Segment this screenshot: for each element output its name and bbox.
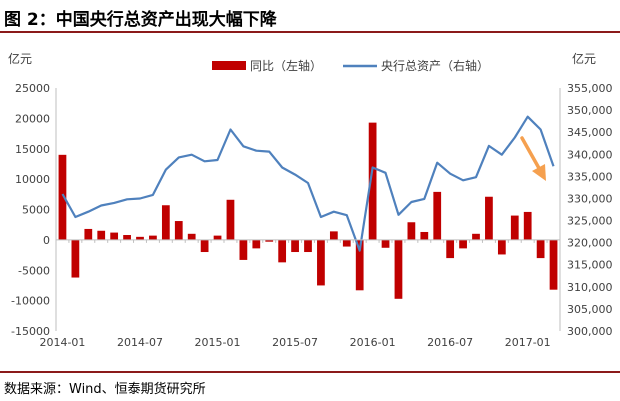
bar: [446, 239, 455, 259]
x-tick-label: 2014-01: [39, 336, 85, 349]
bar: [213, 235, 222, 240]
bar: [329, 231, 338, 240]
legend-bar-label: 同比（左轴）: [250, 58, 322, 73]
bar: [355, 239, 364, 291]
legend: 同比（左轴） 央行总资产（右轴）: [212, 58, 489, 73]
figure-header: 图 2：中国央行总资产出现大幅下降: [0, 0, 620, 33]
bar: [523, 211, 532, 240]
bar: [549, 239, 558, 290]
bar: [84, 228, 93, 240]
bar: [265, 239, 274, 242]
left-tick-label: -10000: [11, 295, 50, 308]
x-tick-label: 2015-07: [272, 336, 318, 349]
left-tick-label: 10000: [15, 173, 50, 186]
right-tick-label: 335,000: [567, 170, 613, 183]
bar: [342, 239, 351, 247]
legend-bar-swatch: [212, 61, 246, 70]
right-tick-label: 350,000: [567, 104, 613, 117]
bar: [510, 215, 519, 240]
bar: [317, 239, 325, 286]
arrow-shaft: [520, 136, 542, 172]
left-tick-label: 20000: [15, 112, 50, 125]
bar: [407, 222, 416, 240]
bar: [497, 239, 506, 255]
bar: [200, 239, 209, 253]
left-axis: -15000 -10000 -5000 0 5000 10000 15000 20000 250…: [11, 82, 57, 338]
right-tick-label: 300,000: [567, 325, 613, 338]
bar-line-chart: -15000 -10000 -5000 0 5000 10000 15000 20000 250…: [8, 51, 613, 349]
bar: [536, 239, 545, 259]
right-tick-label: 325,000: [567, 215, 613, 228]
figure-footer: 数据来源：Wind、恒泰期货研究所: [0, 368, 620, 401]
left-tick-label: 15000: [15, 143, 50, 156]
bar: [368, 122, 377, 240]
figure-title: 图 2：中国央行总资产出现大幅下降: [4, 10, 277, 30]
line-series: [61, 115, 555, 252]
left-tick-label: 5000: [22, 204, 50, 217]
right-tick-label: 330,000: [567, 192, 613, 205]
x-tick-label: 2016-07: [427, 336, 473, 349]
bar: [252, 239, 261, 249]
right-axis-unit: 亿元: [572, 51, 596, 66]
x-axis: 2014-01 2014-07 2015-01 2015-07 2016-01 2016-…: [39, 239, 561, 349]
bar: [71, 239, 80, 278]
right-tick-label: 355,000: [567, 82, 613, 95]
bar: [58, 154, 67, 240]
x-tick-label: 2014-07: [117, 336, 163, 349]
bar: [420, 231, 429, 240]
bar: [110, 232, 119, 240]
bar: [278, 239, 287, 263]
bar: [239, 239, 248, 260]
bar: [485, 196, 493, 240]
left-axis-unit: 亿元: [8, 51, 32, 66]
left-tick-label: 0: [43, 234, 50, 247]
left-tick-label: 25000: [15, 82, 50, 95]
bar: [381, 239, 390, 248]
right-axis: 300,000 305,000 310,000 315,000 320,000 325,0…: [559, 82, 613, 338]
bar: [304, 239, 312, 253]
bar: [174, 221, 183, 240]
bar: [433, 191, 442, 240]
x-tick-label: 2017-01: [505, 336, 551, 349]
bar: [187, 233, 196, 240]
bar: [394, 239, 403, 299]
total-assets-line: [61, 115, 555, 252]
bar-series: [58, 122, 558, 299]
right-tick-label: 320,000: [567, 237, 613, 250]
bar: [291, 239, 299, 253]
right-tick-label: 315,000: [567, 259, 613, 272]
arrow-head: [532, 164, 546, 181]
bar: [149, 235, 157, 240]
bar: [226, 199, 235, 240]
left-tick-label: -5000: [18, 264, 50, 277]
right-tick-label: 345,000: [567, 126, 613, 139]
right-tick-label: 305,000: [567, 303, 613, 316]
bar: [123, 235, 131, 240]
decline-arrow-annotation: [520, 136, 546, 181]
left-tick-label: -15000: [11, 325, 50, 338]
bar: [459, 239, 467, 249]
data-source: 数据来源：Wind、恒泰期货研究所: [4, 382, 206, 397]
bar: [161, 205, 170, 240]
legend-line-label: 央行总资产（右轴）: [381, 58, 489, 73]
footer-divider: [0, 371, 620, 373]
bar: [472, 233, 480, 240]
bar: [97, 230, 106, 240]
right-tick-label: 310,000: [567, 281, 613, 294]
header-divider: [0, 31, 620, 33]
x-tick-label: 2016-01: [350, 336, 396, 349]
bar: [136, 236, 144, 240]
x-tick-label: 2015-01: [195, 336, 241, 349]
right-tick-label: 340,000: [567, 148, 613, 161]
